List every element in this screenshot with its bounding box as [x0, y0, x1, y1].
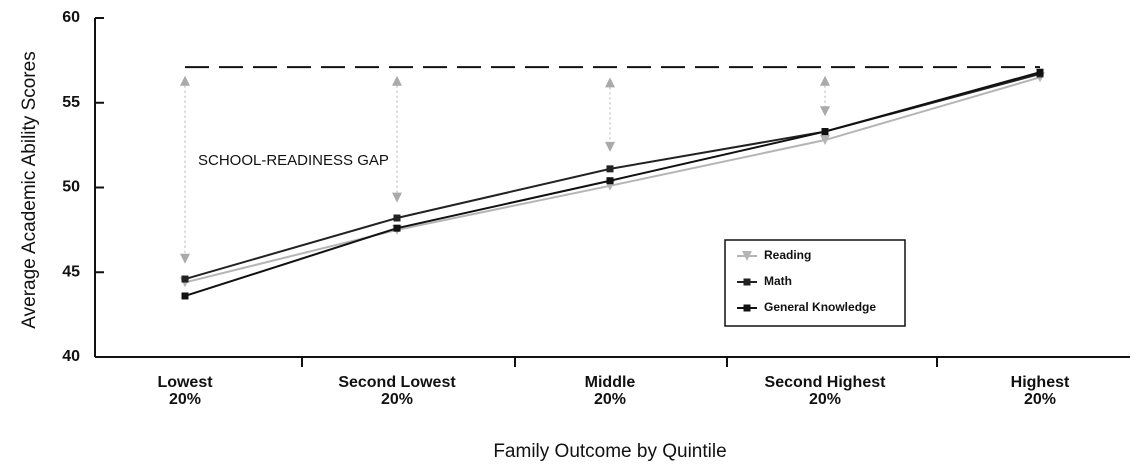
gap-top-marker — [392, 75, 402, 86]
point — [393, 224, 401, 232]
y-axis-title: Average Academic Ability Scores — [19, 51, 40, 328]
legend-label: Math — [764, 274, 792, 288]
x-tick-label: 20% — [1024, 391, 1056, 408]
point — [181, 292, 189, 300]
legend-marker — [742, 251, 752, 261]
point — [181, 275, 189, 283]
point — [606, 177, 614, 185]
gap-bottom-marker — [820, 106, 830, 117]
x-tick-label: Second Lowest — [338, 374, 456, 391]
legend-label: General Knowledge — [764, 300, 876, 314]
x-tick-label: Highest — [1011, 374, 1070, 391]
x-tick-label: Lowest — [157, 374, 213, 391]
x-tick-label: 20% — [169, 391, 201, 408]
annotation: SCHOOL-READINESS GAP — [198, 152, 389, 169]
x-tick-label: 20% — [381, 391, 413, 408]
x-tick-label: Middle — [585, 374, 636, 391]
gap-bottom-marker — [605, 141, 615, 152]
x-tick-label: 20% — [594, 391, 626, 408]
y-tick-label: 55 — [62, 94, 80, 111]
y-tick-label: 50 — [62, 179, 80, 196]
legend-label: Reading — [764, 248, 811, 262]
gap-bottom-marker — [180, 253, 190, 264]
gap-top-marker — [180, 75, 190, 86]
legend-marker — [743, 304, 751, 312]
x-tick-label: 20% — [809, 391, 841, 408]
y-tick-label: 45 — [62, 263, 80, 280]
legend-marker — [743, 278, 751, 286]
y-tick-label: 60 — [62, 9, 80, 26]
gap-bottom-marker — [392, 192, 402, 203]
gap-top-marker — [820, 75, 830, 86]
point — [1036, 68, 1044, 76]
x-axis-title: Family Outcome by Quintile — [493, 441, 726, 462]
x-tick-label: Second Highest — [765, 374, 887, 391]
point — [820, 135, 830, 146]
point — [393, 214, 401, 222]
series-line — [184, 72, 1041, 280]
y-tick-label: 40 — [62, 348, 80, 365]
gap-top-marker — [605, 77, 615, 88]
point — [606, 165, 614, 173]
point — [821, 128, 829, 136]
